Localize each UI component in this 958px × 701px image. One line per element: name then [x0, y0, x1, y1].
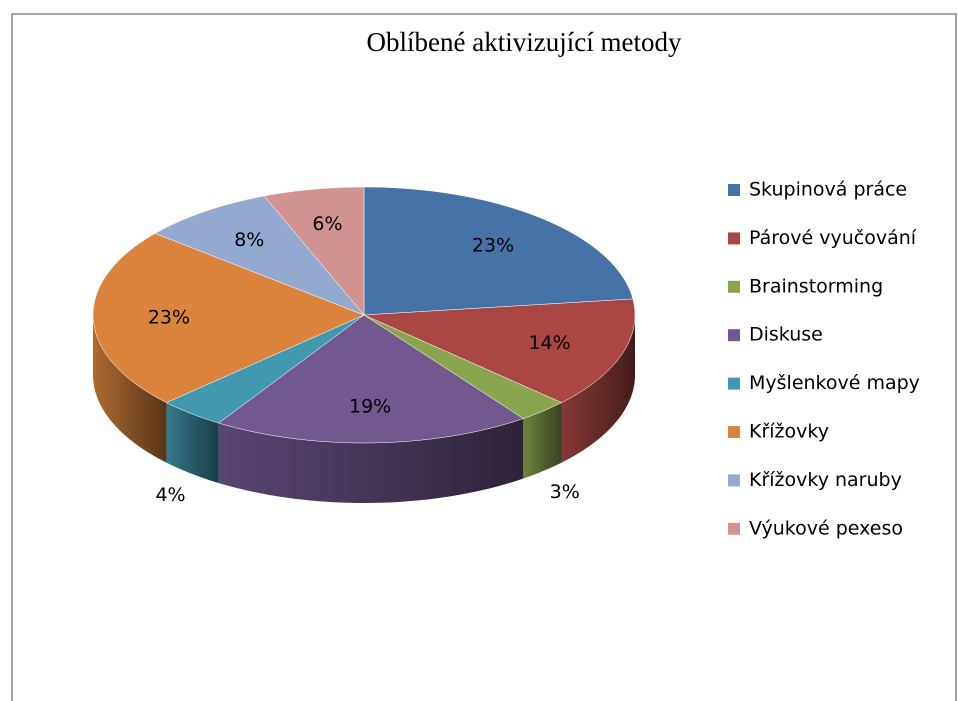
data-label: 3%: [550, 481, 580, 503]
legend-swatch: [728, 426, 740, 438]
legend-swatch: [728, 280, 740, 293]
legend-label: Diskuse: [749, 324, 823, 346]
legend-label: Brainstorming: [749, 275, 883, 297]
data-label: 14%: [528, 332, 570, 354]
data-label: 8%: [234, 229, 264, 251]
legend-label: Výukové pexeso: [749, 517, 903, 539]
chart-title: Oblíbené aktivizující metody: [367, 27, 682, 57]
legend-label: Skupinová práce: [749, 179, 907, 201]
slice-side: [93, 315, 167, 463]
slice-side: [218, 418, 524, 503]
data-label: 4%: [155, 484, 185, 506]
slice: [165, 314, 365, 424]
slice: [363, 298, 636, 403]
data-label: 19%: [349, 396, 391, 418]
slice: [154, 195, 365, 316]
data-label: 23%: [148, 306, 190, 328]
slice-side: [166, 402, 219, 484]
slice: [218, 314, 524, 444]
legend-label: Křížovky naruby: [749, 469, 902, 491]
legend-swatch: [728, 184, 740, 196]
legend-label: Párové vyučování: [749, 227, 917, 249]
slice: [363, 314, 563, 419]
legend-label: Myšlenkové mapy: [749, 372, 920, 394]
legend-swatch: [728, 522, 740, 535]
slice-side: [561, 315, 635, 463]
data-label: 23%: [472, 234, 514, 256]
data-label: 6%: [312, 213, 342, 235]
slice-side: [523, 402, 562, 479]
slice: [92, 233, 365, 403]
legend-swatch: [728, 232, 740, 245]
legend-swatch: [728, 377, 740, 390]
legend-swatch: [728, 329, 740, 342]
legend-label: Křížovky: [749, 421, 829, 443]
legend-swatch: [728, 474, 740, 487]
slice: [363, 186, 634, 316]
slice: [263, 186, 365, 316]
